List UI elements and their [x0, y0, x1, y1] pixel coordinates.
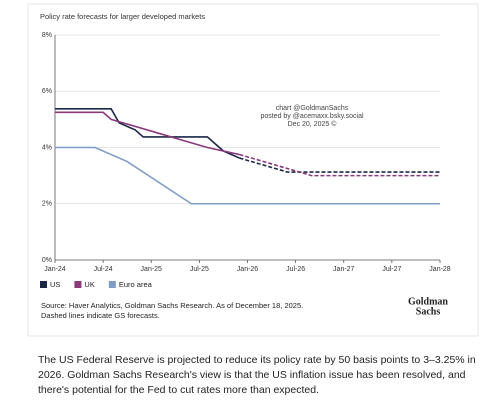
chart-frame	[27, 3, 479, 337]
series-line	[239, 157, 440, 173]
x-tick-label: Jan-25	[141, 266, 163, 273]
x-tick-label: Jul-27	[382, 266, 401, 273]
x-tick-label: Jul-25	[190, 266, 209, 273]
legend-swatch	[40, 281, 47, 288]
x-tick-label: Jul-26	[286, 266, 305, 273]
legend-label: Euro area	[119, 280, 153, 289]
annotation: posted by @acemaxx.bsky.social	[260, 113, 364, 120]
y-tick-label: 4%	[42, 144, 52, 151]
logo: Sachs	[416, 306, 441, 317]
y-tick-label: 2%	[42, 201, 52, 208]
chart: Policy rate forecasts for larger develop…	[27, 3, 479, 337]
source-note: Dashed lines indicate GS forecasts.	[41, 311, 160, 320]
chart-title: Policy rate forecasts for larger develop…	[40, 12, 205, 21]
caption: The US Federal Reserve is projected to r…	[38, 354, 476, 396]
x-tick-label: Jan-27	[333, 266, 355, 273]
series-line	[55, 108, 240, 159]
source-note: Source: Haver Analytics, Goldman Sachs R…	[41, 301, 303, 310]
x-tick-label: Jan-26	[237, 266, 259, 273]
legend-swatch	[74, 281, 82, 288]
series-line	[239, 153, 440, 177]
logo: Goldman	[408, 296, 448, 307]
annotation: chart @GoldmanSachs	[276, 105, 349, 112]
x-tick-label: Jul-24	[94, 266, 113, 273]
x-tick-label: Jan-24	[44, 266, 66, 273]
annotation: Dec 20, 2025 ©	[288, 120, 338, 128]
y-tick-label: 6%	[42, 88, 52, 95]
legend-label: UK	[84, 280, 94, 289]
series-line	[55, 146, 440, 205]
y-tick-label: 0%	[42, 257, 52, 264]
legend-swatch	[108, 281, 116, 288]
y-tick-label: 8%	[42, 32, 52, 39]
x-tick-label: Jan-28	[429, 266, 451, 273]
legend-label: US	[50, 280, 60, 289]
series-line	[55, 111, 240, 156]
